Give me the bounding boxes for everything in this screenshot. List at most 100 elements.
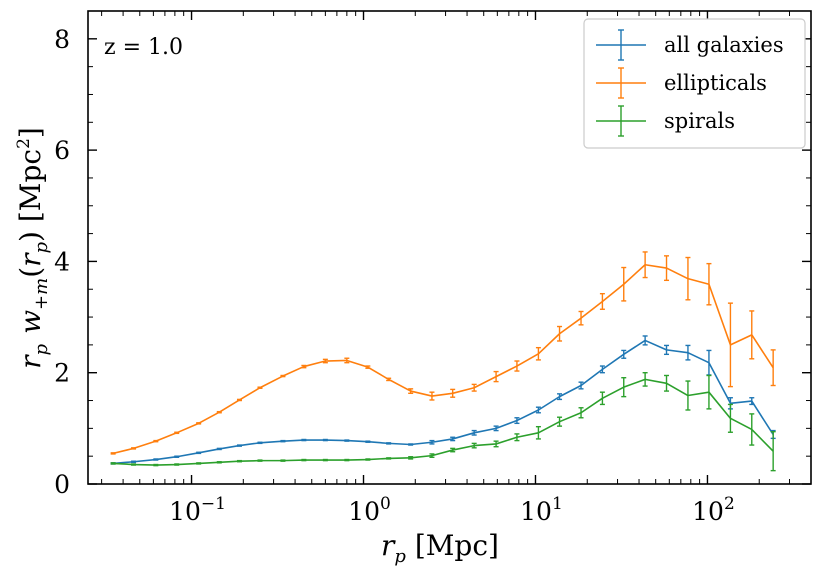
error-bar bbox=[429, 439, 435, 445]
error-bar bbox=[706, 374, 712, 410]
error-bar bbox=[301, 364, 307, 369]
series-ellipticals bbox=[110, 251, 776, 455]
error-bar bbox=[257, 441, 263, 445]
error-bar bbox=[196, 462, 202, 465]
error-bar bbox=[196, 422, 202, 425]
plot-frame bbox=[87, 10, 812, 485]
x-axis-title: rp [Mpc] bbox=[381, 529, 499, 567]
error-bar bbox=[301, 438, 307, 442]
error-bar bbox=[216, 461, 222, 464]
error-bar bbox=[557, 325, 563, 342]
error-bar bbox=[471, 429, 477, 436]
error-bar bbox=[642, 372, 648, 387]
legend-entry: spirals bbox=[596, 105, 735, 137]
legend-entry: all galaxies bbox=[596, 29, 784, 61]
error-bar bbox=[514, 433, 520, 442]
error-bar bbox=[236, 459, 242, 463]
legend: all galaxies ellipticals spirals bbox=[583, 18, 806, 149]
error-bar bbox=[153, 458, 159, 461]
error-bar bbox=[257, 459, 263, 462]
error-bar bbox=[236, 444, 242, 447]
error-bar bbox=[196, 451, 202, 455]
error-bar bbox=[365, 365, 371, 369]
error-bar bbox=[301, 458, 307, 462]
y-tick-label: 2 bbox=[54, 359, 70, 388]
series-line bbox=[113, 378, 774, 466]
error-bar bbox=[408, 443, 414, 446]
series-layer bbox=[110, 251, 776, 472]
legend-label: all galaxies bbox=[664, 33, 784, 57]
error-bar bbox=[174, 431, 180, 435]
error-bar bbox=[322, 358, 328, 364]
error-bar bbox=[429, 391, 435, 401]
error-bar bbox=[685, 256, 691, 301]
error-bar bbox=[344, 458, 350, 462]
error-bar bbox=[685, 380, 691, 411]
error-bar bbox=[749, 397, 755, 406]
legend-entry: ellipticals bbox=[596, 67, 767, 99]
error-bar bbox=[749, 310, 755, 360]
error-bar bbox=[344, 439, 350, 442]
error-bar bbox=[770, 349, 776, 387]
error-bar bbox=[110, 452, 116, 455]
error-bar bbox=[386, 442, 392, 445]
error-bar bbox=[471, 442, 477, 449]
error-bar bbox=[727, 403, 733, 433]
error-bar bbox=[280, 374, 286, 378]
y-tick-label: 4 bbox=[54, 247, 70, 276]
error-bar bbox=[749, 413, 755, 446]
error-bar bbox=[450, 388, 456, 398]
x-tick-label: 101 bbox=[520, 494, 563, 526]
error-bar bbox=[216, 447, 222, 451]
error-bar bbox=[236, 398, 242, 402]
error-bar bbox=[322, 438, 328, 442]
error-bar bbox=[514, 360, 520, 372]
error-bar bbox=[621, 266, 627, 302]
error-bar bbox=[257, 386, 263, 389]
x-tick-label: 102 bbox=[692, 494, 735, 526]
error-bar bbox=[599, 292, 605, 310]
legend-label: ellipticals bbox=[664, 71, 767, 95]
y-tick-label: 0 bbox=[54, 470, 70, 499]
annotation-redshift: z = 1.0 bbox=[104, 35, 183, 60]
y-tick-label: 8 bbox=[54, 25, 70, 54]
series-line bbox=[112, 263, 774, 455]
legend-label: spirals bbox=[664, 109, 735, 133]
error-bar bbox=[642, 335, 648, 346]
error-bar bbox=[322, 458, 328, 462]
series-spirals bbox=[110, 372, 776, 472]
legend-frame bbox=[583, 18, 806, 149]
error-bar bbox=[386, 457, 392, 460]
error-bar bbox=[621, 349, 627, 359]
error-bar bbox=[642, 251, 648, 279]
error-bar bbox=[557, 393, 563, 401]
error-bar bbox=[578, 381, 584, 390]
error-bar bbox=[131, 460, 137, 463]
error-bar bbox=[493, 425, 499, 432]
error-bar bbox=[727, 302, 733, 388]
error-bar bbox=[493, 370, 499, 383]
error-bar bbox=[280, 459, 286, 462]
axis-ticks bbox=[88, 11, 811, 485]
error-bar bbox=[535, 346, 541, 361]
y-tick-labels: 0 2 4 6 8 bbox=[54, 25, 70, 499]
error-bar bbox=[344, 357, 350, 364]
error-bar bbox=[578, 310, 584, 326]
error-bar bbox=[621, 377, 627, 398]
error-bar bbox=[514, 417, 520, 425]
error-bar bbox=[408, 388, 414, 394]
error-bar bbox=[471, 383, 477, 392]
error-bar bbox=[408, 456, 414, 460]
error-bar bbox=[599, 365, 605, 374]
error-bar bbox=[429, 453, 435, 458]
series-line bbox=[113, 339, 774, 465]
error-bar bbox=[450, 436, 456, 442]
error-bar bbox=[535, 406, 541, 414]
error-bar bbox=[599, 391, 605, 406]
error-bar bbox=[365, 458, 371, 461]
error-bar bbox=[365, 440, 371, 443]
error-bar bbox=[153, 439, 159, 443]
error-bar bbox=[174, 463, 180, 466]
error-bar bbox=[664, 255, 670, 282]
